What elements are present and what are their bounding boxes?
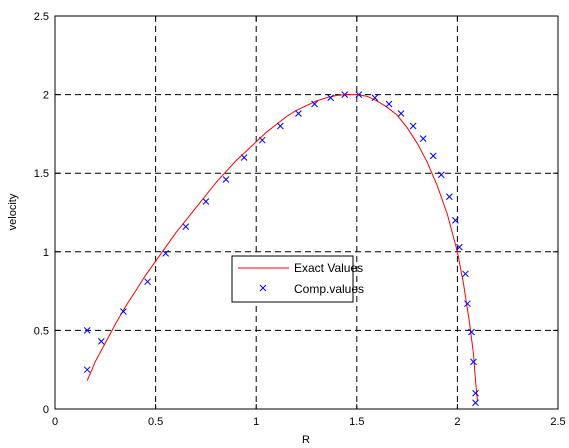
data-point-comp-values <box>470 358 477 366</box>
data-point-comp-values <box>311 100 318 108</box>
data-point-comp-values <box>240 154 248 161</box>
legend-label-comp-values: Comp.values <box>294 282 364 296</box>
series-layer <box>83 91 479 407</box>
series-line-exact-values <box>86 94 478 402</box>
legend: Exact Values Comp.values <box>231 255 364 303</box>
data-point-comp-values <box>385 100 393 108</box>
y-tick-label: 1.5 <box>34 168 49 180</box>
data-point-comp-values <box>83 327 91 334</box>
data-point-comp-values <box>182 223 190 231</box>
y-axis-label: velocity <box>7 193 19 230</box>
y-tick-label: 2 <box>43 90 49 102</box>
data-point-comp-values <box>468 328 475 336</box>
data-point-comp-values <box>464 300 471 308</box>
data-point-comp-values <box>472 389 479 397</box>
data-point-comp-values <box>120 308 127 315</box>
data-point-comp-values <box>419 135 427 142</box>
axis-ticks: 0 0.5 1 1.5 2 2.5 0 0.5 1 1.5 2 2.5 <box>34 11 566 428</box>
data-point-comp-values <box>409 122 417 130</box>
data-point-comp-values <box>472 399 479 407</box>
data-point-comp-values <box>162 250 170 257</box>
y-tick-label: 1 <box>43 247 49 259</box>
x-axis-label: R <box>302 434 310 446</box>
x-tick-label: 1 <box>253 416 259 428</box>
x-tick-label: 2.5 <box>550 416 565 428</box>
legend-box <box>231 255 354 303</box>
data-point-comp-values <box>276 122 284 130</box>
x-tick-label: 1.5 <box>349 416 364 428</box>
x-tick-label: 0 <box>52 416 58 428</box>
data-point-comp-values <box>355 91 363 98</box>
data-point-comp-values <box>397 110 405 117</box>
data-point-comp-values <box>437 171 445 179</box>
data-point-comp-values <box>452 217 459 224</box>
y-tick-label: 0 <box>43 404 49 416</box>
data-point-comp-values <box>456 243 463 251</box>
x-tick-label: 2 <box>454 416 460 428</box>
data-point-comp-values <box>371 94 379 102</box>
data-point-comp-values <box>202 198 210 205</box>
data-point-comp-values <box>222 176 230 183</box>
data-point-comp-values <box>445 193 453 201</box>
data-point-comp-values <box>462 270 469 278</box>
plot-area <box>54 15 559 410</box>
y-tick-label: 0.5 <box>34 325 49 337</box>
data-point-comp-values <box>327 94 334 102</box>
data-point-comp-values <box>144 278 151 286</box>
grid-lines <box>55 16 558 409</box>
data-point-comp-values <box>258 136 266 144</box>
data-point-comp-values <box>295 110 302 117</box>
legend-label-exact-values: Exact Values <box>294 261 363 275</box>
x-tick-label: 0.5 <box>148 416 163 428</box>
data-point-comp-values <box>83 366 91 374</box>
y-tick-label: 2.5 <box>34 11 49 23</box>
data-point-comp-values <box>429 152 437 160</box>
data-point-comp-values <box>97 338 105 345</box>
data-point-comp-values <box>341 91 349 98</box>
legend-swatch-comp-values <box>259 284 267 292</box>
